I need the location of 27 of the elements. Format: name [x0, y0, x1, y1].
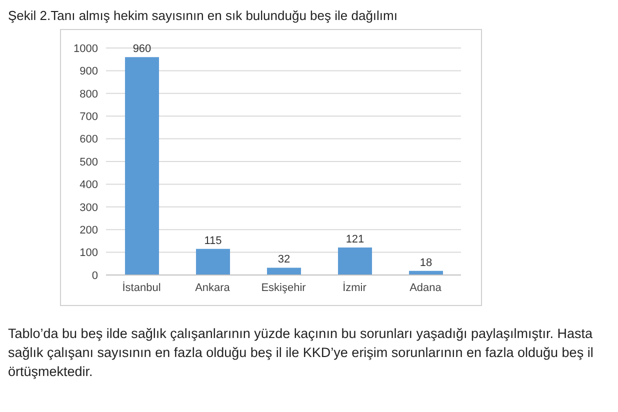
chart-title: Şekil 2.Tanı almış hekim sayısının en sık bulunduğu beş ile dağılımı [8, 8, 398, 23]
y-tick-label: 200 [80, 224, 98, 237]
y-tick-label: 500 [80, 156, 98, 168]
y-tick-label: 700 [80, 111, 98, 124]
data-label: 32 [278, 254, 290, 266]
x-tick-label: Adana [410, 282, 442, 294]
y-tick-label: 900 [80, 66, 98, 78]
bar [267, 268, 301, 275]
y-tick-label: 300 [80, 202, 98, 214]
x-tick-label: İzmir [342, 280, 367, 294]
bar [338, 248, 372, 275]
y-tick-label: 0 [92, 270, 98, 282]
y-tick-label: 100 [80, 247, 98, 260]
text: Tablo’da bu beş ilde sağlık çalışanlarının yüzde kaçının bu sorunları yaşadığı paylaşılmıştır. Hasta sağlık çalışanı sayısının en fazla olduğu beş il ile KKD’ye erişim sorunlarının en fazla olduğu beş il örtüşmektedir. [8, 325, 594, 381]
x-tick-label: Ankara [195, 282, 231, 294]
data-label: 115 [204, 234, 222, 247]
y-tick-label: 400 [80, 179, 98, 192]
data-label: 960 [132, 43, 152, 56]
x-tick-label: İstanbul [122, 280, 161, 294]
bar [125, 57, 159, 275]
y-tick-label: 800 [80, 88, 98, 100]
bar [196, 248, 230, 275]
data-label: 121 [346, 234, 364, 246]
y-tick-label: 1000 [74, 42, 98, 55]
x-tick-label: Eskişehir [261, 282, 306, 294]
y-tick-label: 600 [80, 134, 98, 146]
data-label: 18 [420, 256, 432, 269]
